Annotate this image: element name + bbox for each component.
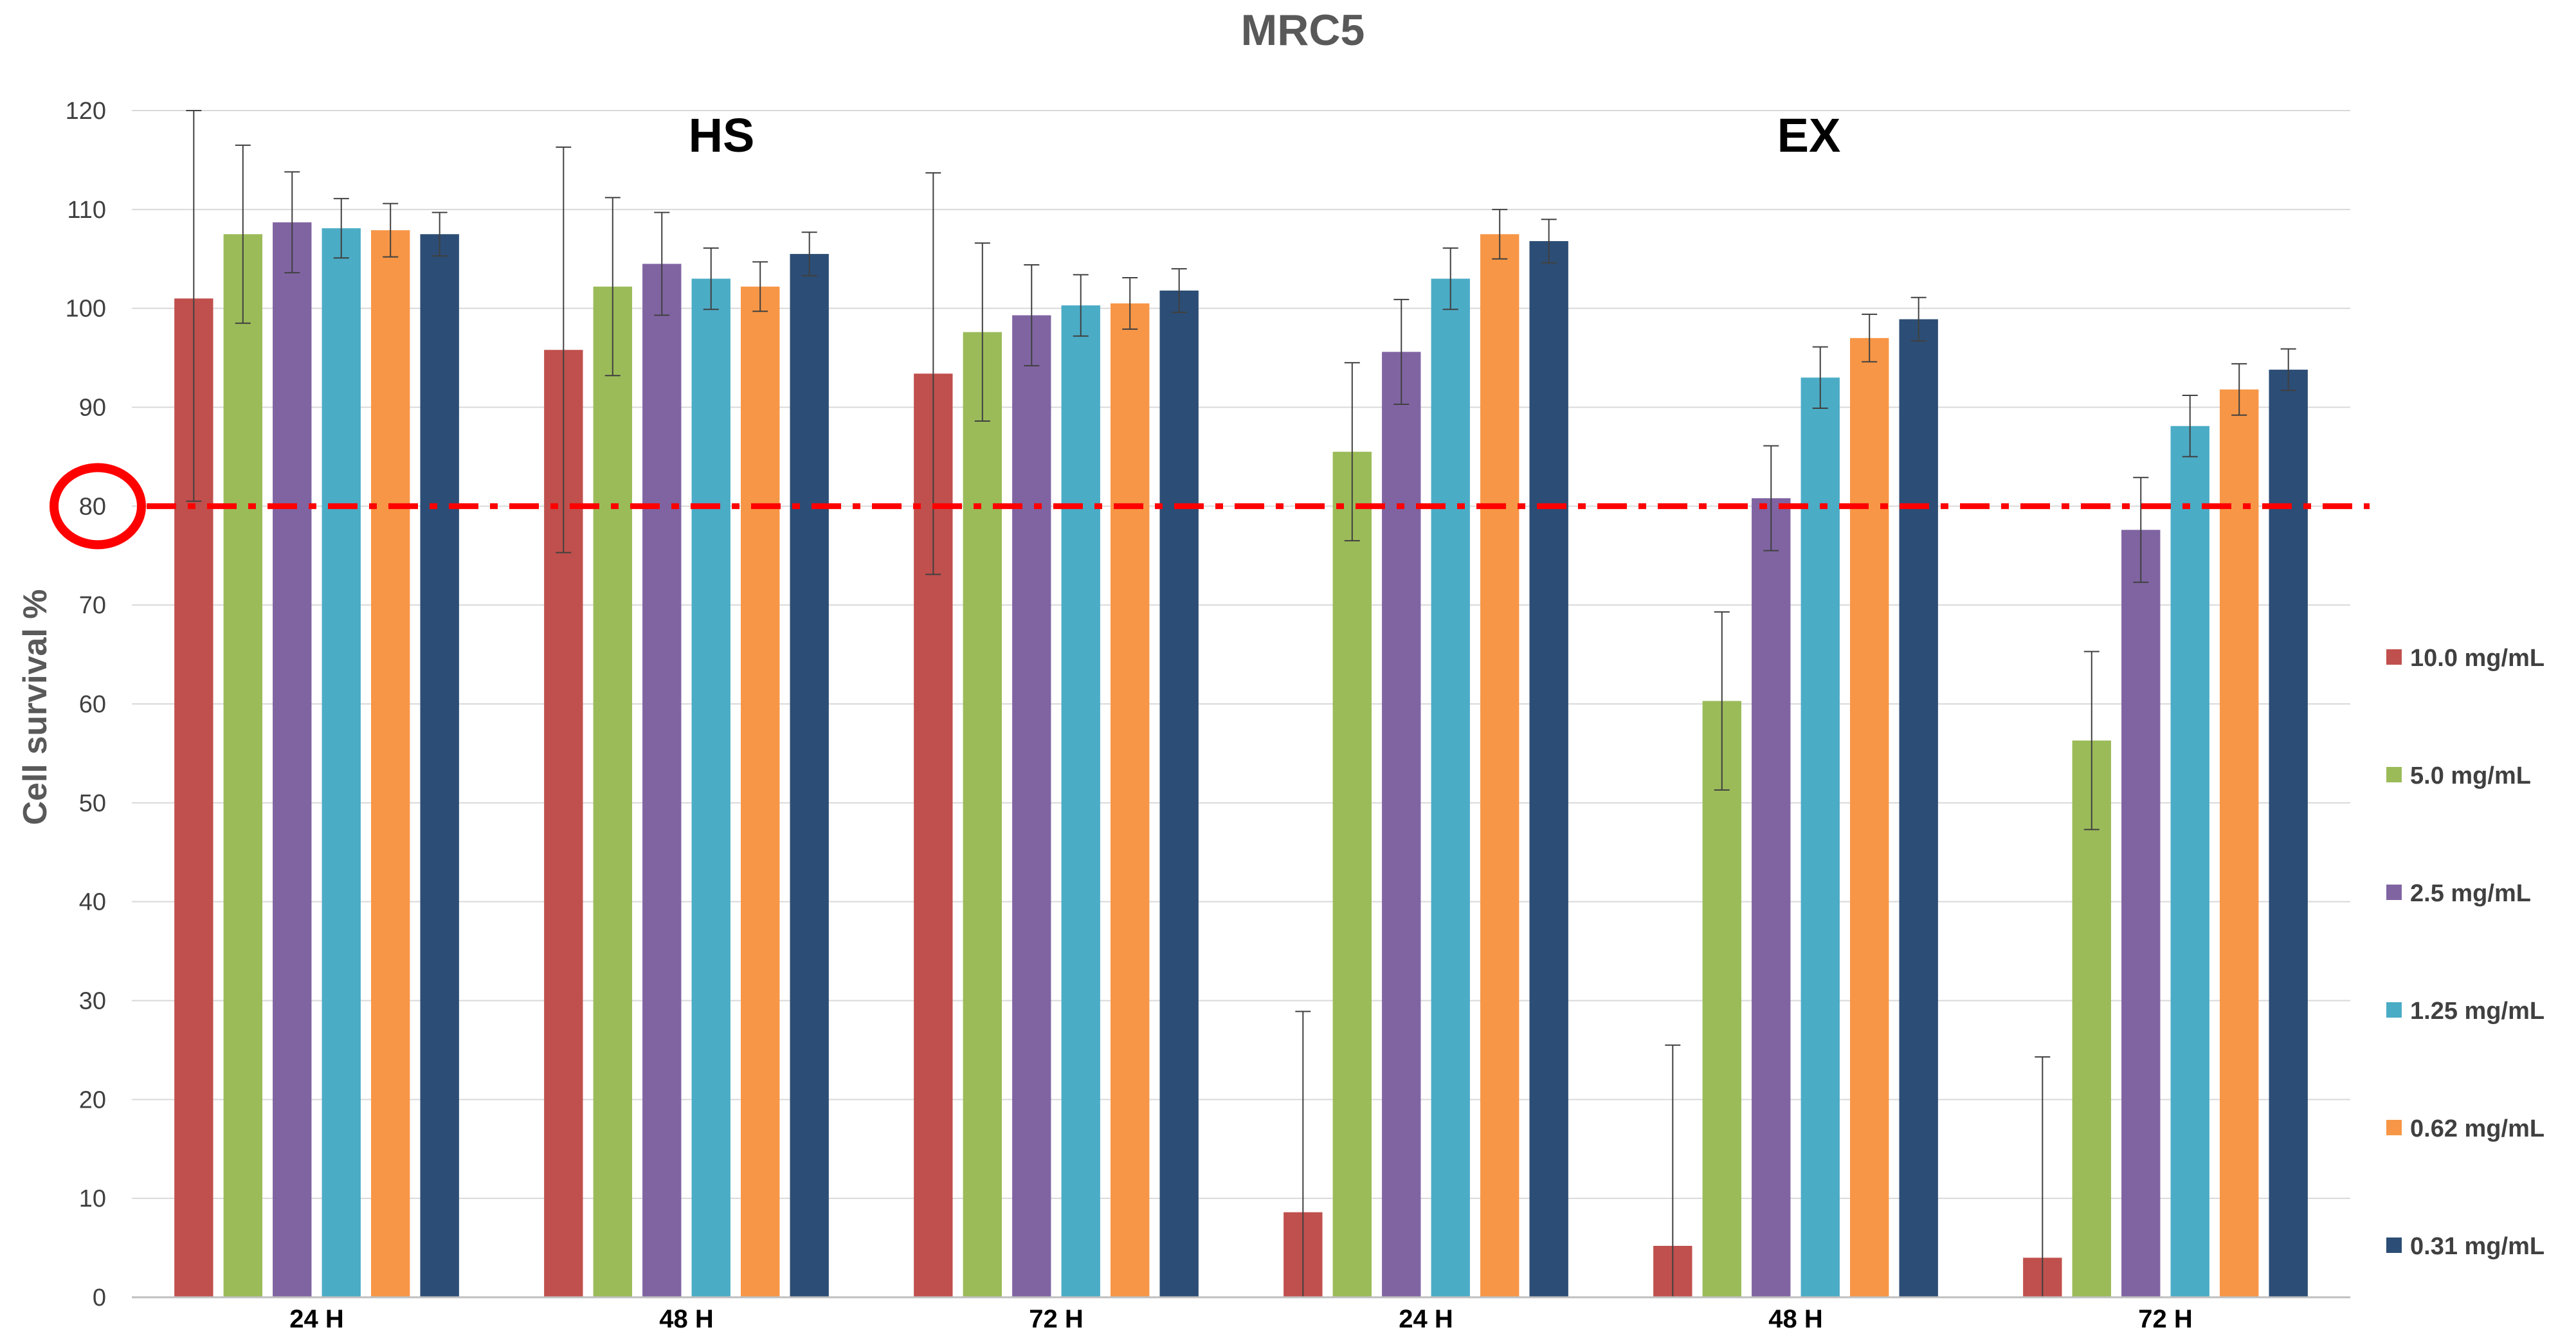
bar	[1061, 305, 1100, 1298]
threshold-line-group	[50, 463, 2370, 550]
y-tick-label: 0	[93, 1284, 106, 1311]
bar	[1529, 241, 1568, 1297]
y-tick-label: 80	[79, 493, 106, 520]
bars	[174, 222, 2308, 1298]
legend-label: 2.5 mg/mL	[2410, 880, 2531, 907]
legend-swatch	[2386, 767, 2402, 782]
bar	[2121, 530, 2161, 1297]
bar	[1111, 303, 1150, 1298]
y-tick-label: 70	[79, 592, 106, 619]
legend-swatch	[2386, 649, 2402, 665]
error-bars	[186, 110, 2296, 1298]
legend-label: 5.0 mg/mL	[2410, 762, 2531, 789]
bar	[1431, 278, 1470, 1298]
y-tick-label: 20	[79, 1086, 106, 1113]
bar	[273, 222, 312, 1297]
y-tick-label: 10	[79, 1185, 106, 1212]
legend: 10.0 mg/mL 5.0 mg/mL 2.5 mg/mL 1.25 mg/mL 0.…	[2386, 645, 2544, 1260]
group-label-hs: HS	[689, 109, 755, 162]
x-tick-label: 24 H	[289, 1305, 344, 1333]
x-tick-label: 72 H	[2138, 1305, 2193, 1333]
legend-label: 0.31 mg/mL	[2410, 1233, 2544, 1260]
y-tick-label: 100	[66, 296, 106, 323]
y-tick-label: 60	[79, 691, 106, 718]
legend-swatch	[2386, 1120, 2402, 1135]
y-tick-label: 50	[79, 790, 106, 817]
legend-swatch	[2386, 1238, 2402, 1253]
y-axis-ticks: 0 10 20 30 40 50 60 70 80 90 100 110 120	[66, 98, 106, 1311]
y-tick-label: 110	[67, 197, 106, 224]
x-tick-label: 72 H	[1029, 1305, 1084, 1333]
bar	[1800, 377, 1840, 1297]
legend-label: 10.0 mg/mL	[2410, 645, 2544, 672]
bar	[1012, 315, 1051, 1297]
bar	[642, 264, 682, 1298]
bar	[2072, 740, 2111, 1297]
y-tick-label: 90	[79, 395, 106, 422]
legend-swatch	[2386, 1002, 2402, 1018]
bar	[2220, 389, 2259, 1297]
y-tick-label: 30	[79, 988, 106, 1015]
bar	[1382, 352, 1421, 1298]
chart-title: MRC5	[1241, 6, 1365, 55]
bar	[322, 228, 361, 1298]
bar	[1702, 701, 1741, 1297]
x-tick-label: 24 H	[1399, 1305, 1453, 1333]
legend-label: 1.25 mg/mL	[2410, 998, 2544, 1025]
bar	[1332, 451, 1372, 1297]
y-tick-label: 40	[79, 889, 106, 916]
x-tick-label: 48 H	[1768, 1305, 1823, 1333]
bar	[1159, 290, 1199, 1297]
bar	[741, 286, 780, 1297]
bar	[371, 230, 410, 1298]
bar	[2170, 426, 2209, 1298]
x-axis-ticks: 24 H 48 H 72 H 24 H 48 H 72 H	[289, 1305, 2193, 1333]
bar	[593, 286, 632, 1297]
y-tick-label: 120	[66, 98, 106, 125]
threshold-highlight-circle	[50, 463, 146, 550]
x-tick-label: 48 H	[659, 1305, 714, 1333]
group-label-ex: EX	[1777, 109, 1841, 162]
bar	[223, 234, 262, 1298]
legend-swatch	[2386, 885, 2402, 900]
bar	[790, 254, 829, 1297]
bar	[420, 234, 459, 1298]
bar	[963, 332, 1002, 1297]
bar	[1752, 498, 1791, 1298]
bar	[691, 278, 730, 1298]
bar	[1899, 319, 1938, 1297]
bar	[1850, 338, 1889, 1297]
y-axis-label: Cell survival %	[17, 589, 54, 825]
legend-label: 0.62 mg/mL	[2410, 1115, 2544, 1142]
gridlines	[132, 110, 2350, 1200]
bar	[1480, 234, 1519, 1298]
bar	[2269, 370, 2308, 1297]
